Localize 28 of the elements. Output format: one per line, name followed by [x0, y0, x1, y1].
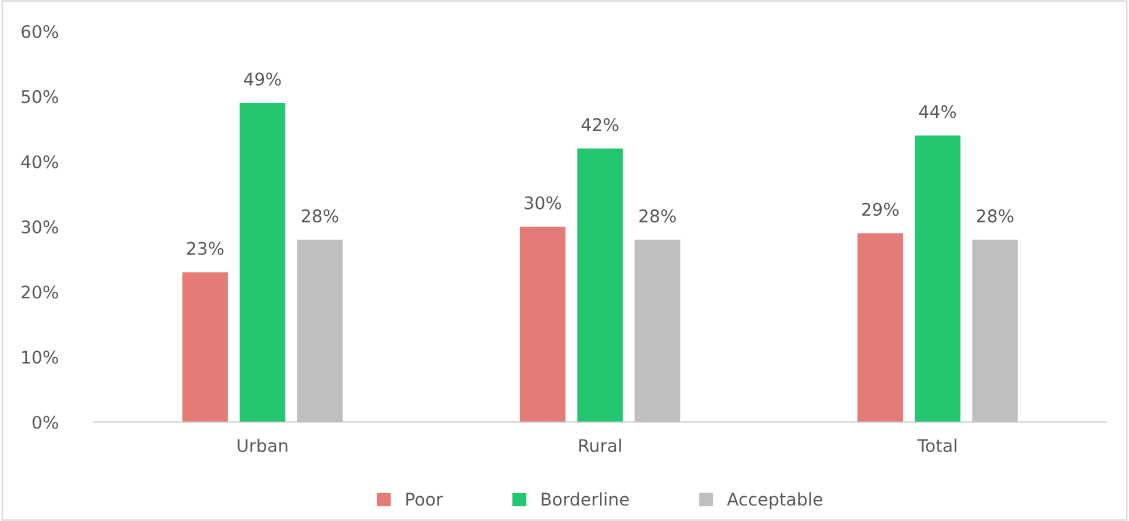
bar — [239, 102, 286, 423]
legend-label: Acceptable — [727, 492, 823, 510]
y-tick-label: 10% — [22, 350, 59, 364]
bar — [577, 148, 623, 423]
x-tick-label: Total — [917, 438, 957, 453]
data-label: 28% — [977, 209, 1014, 223]
y-tick-label: 20% — [21, 285, 59, 299]
y-tick-label: 0% — [32, 415, 59, 429]
bar — [857, 233, 904, 423]
bar — [182, 272, 228, 423]
data-label: 44% — [919, 105, 956, 119]
legend-label: Borderline — [541, 492, 629, 506]
data-label: 30% — [524, 196, 562, 210]
data-label: 28% — [639, 209, 676, 223]
x-tick-label: Urban — [237, 438, 288, 453]
legend-label: Poor — [406, 492, 443, 506]
y-tick-label: 60% — [21, 24, 59, 39]
x-tick-label: Rural — [579, 438, 621, 453]
data-label: 28% — [301, 209, 339, 223]
bar — [519, 226, 566, 423]
data-label: 42% — [581, 118, 619, 132]
data-label: 29% — [862, 202, 899, 216]
data-label: 23% — [187, 241, 224, 255]
y-tick-label: 40% — [21, 155, 59, 169]
bar — [914, 135, 961, 423]
y-tick-label: 30% — [21, 220, 59, 234]
data-label: 49% — [244, 72, 281, 86]
y-tick-label: 50% — [21, 90, 59, 104]
